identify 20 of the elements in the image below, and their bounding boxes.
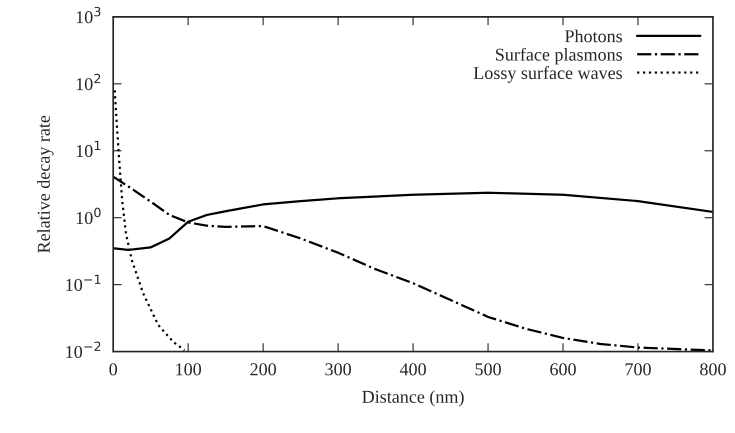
y-tick-label: 10$^{1}$	[76, 140, 100, 158]
y-tick-label: 10$^{−2}$	[66, 342, 100, 358]
x-tick-label: 300	[325, 363, 351, 376]
x-axis-title: Distance (nm)	[362, 390, 464, 407]
x-tick-label: 100	[176, 363, 202, 376]
y-tick-label: 10$^{2}$	[76, 74, 100, 90]
legend-label: Surface plasmons	[496, 48, 622, 64]
legend-label: Photons	[564, 30, 622, 42]
y-axis-title: Relative decay rate	[37, 116, 54, 253]
legend-label: Lossy surface waves	[474, 66, 622, 83]
y-tick-label: 10$^{−1}$	[66, 274, 100, 291]
y-tick-label: 10$^{3}$	[76, 6, 100, 24]
x-tick-label: 400	[400, 363, 426, 376]
x-tick-label: 500	[476, 363, 501, 376]
x-tick-label: 600	[550, 363, 576, 376]
x-tick-label: 0	[109, 363, 118, 376]
x-tick-label: 800	[700, 363, 726, 376]
x-tick-label: 700	[626, 363, 651, 376]
y-tick-label: 10$^{0}$	[76, 208, 101, 224]
x-tick-label: 200	[250, 363, 276, 376]
